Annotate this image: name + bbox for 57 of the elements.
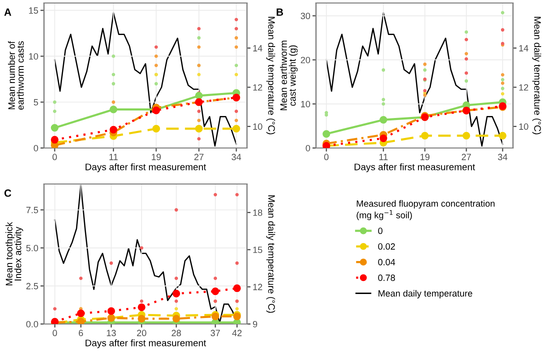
x-tick-label: 13 — [106, 330, 116, 336]
y2-tick-label: 12 — [253, 284, 262, 290]
y2-axis-title: Mean daily temperature (°C) — [532, 16, 542, 134]
x-tick-label: 34 — [232, 154, 242, 160]
x-tick-label: 19 — [420, 154, 430, 160]
y-tick-label: 0 — [34, 144, 38, 152]
y2-axis-title: Mean daily temperature (°C) — [266, 16, 276, 134]
legend-title: Measured fluopyram concentration (mg kg$^{−1}$ soil) — [356, 200, 495, 220]
x-tick-label: 0 — [52, 330, 57, 336]
y2-axis-title: Mean daily temperature (°C) — [266, 195, 276, 313]
x-tick-label: 0 — [52, 154, 57, 160]
x-tick-label: 19 — [152, 154, 161, 160]
x-tick-label: 28 — [172, 330, 181, 336]
chart-title: C — [4, 189, 12, 197]
y-axis-title: Mean earthworm cast weight (g) — [280, 40, 298, 110]
y-tick-label: 0 — [306, 144, 310, 152]
legend-label: 0.78 — [378, 274, 395, 281]
x-tick-label: 42 — [232, 330, 242, 336]
y2-tick-label: 14 — [253, 45, 262, 52]
y-tick-label: 30 — [300, 12, 310, 20]
y-tick-label: 15 — [29, 7, 38, 14]
y-tick-label: 2.5 — [26, 282, 38, 290]
x-axis-title: Days after first measurement — [86, 163, 206, 172]
y-axis-title: Mean toothpick Index activity — [6, 222, 24, 286]
y2-tick-label: 18 — [253, 209, 262, 216]
x-tick-label: 11 — [109, 154, 118, 160]
x-axis-title: Days after first measurement — [354, 163, 476, 172]
x-tick-label: 27 — [194, 154, 204, 160]
legend-label: 0.02 — [378, 243, 395, 250]
y-tick-label: 10 — [29, 53, 38, 60]
y-tick-label: 0.0 — [26, 320, 38, 328]
y-tick-label: 5.0 — [26, 244, 38, 252]
legend-label: 0 — [378, 228, 382, 234]
y2-tick-label: 10 — [253, 123, 262, 130]
x-tick-label: 11 — [379, 154, 388, 160]
x-tick-label: 0 — [324, 154, 329, 160]
y2-tick-label: 15 — [253, 246, 262, 254]
y-tick-label: 20 — [300, 56, 310, 64]
chart-title: A — [4, 8, 12, 16]
y-tick-label: 5 — [34, 99, 38, 106]
legend-label: 0.04 — [378, 258, 396, 266]
x-tick-label: 27 — [462, 154, 471, 160]
x-tick-label: 37 — [210, 330, 220, 336]
y2-tick-label: 12 — [519, 84, 528, 91]
y2-tick-label: 12 — [253, 84, 262, 91]
chart-title: B — [276, 8, 284, 16]
x-axis-title: Days after first measurement — [86, 339, 206, 348]
y-tick-label: 7.5 — [26, 206, 38, 214]
legend-label: Mean daily temperature — [378, 290, 472, 298]
y2-tick-label: 14 — [519, 45, 528, 52]
y2-tick-label: 10 — [519, 123, 528, 130]
y2-tick-label: 9 — [252, 320, 258, 328]
y-axis-title: Mean number of earthworm casts — [8, 41, 24, 110]
x-tick-label: 6 — [78, 330, 83, 336]
x-tick-label: 34 — [498, 154, 508, 160]
x-tick-label: 20 — [137, 330, 146, 336]
y-tick-label: 10 — [301, 100, 310, 108]
